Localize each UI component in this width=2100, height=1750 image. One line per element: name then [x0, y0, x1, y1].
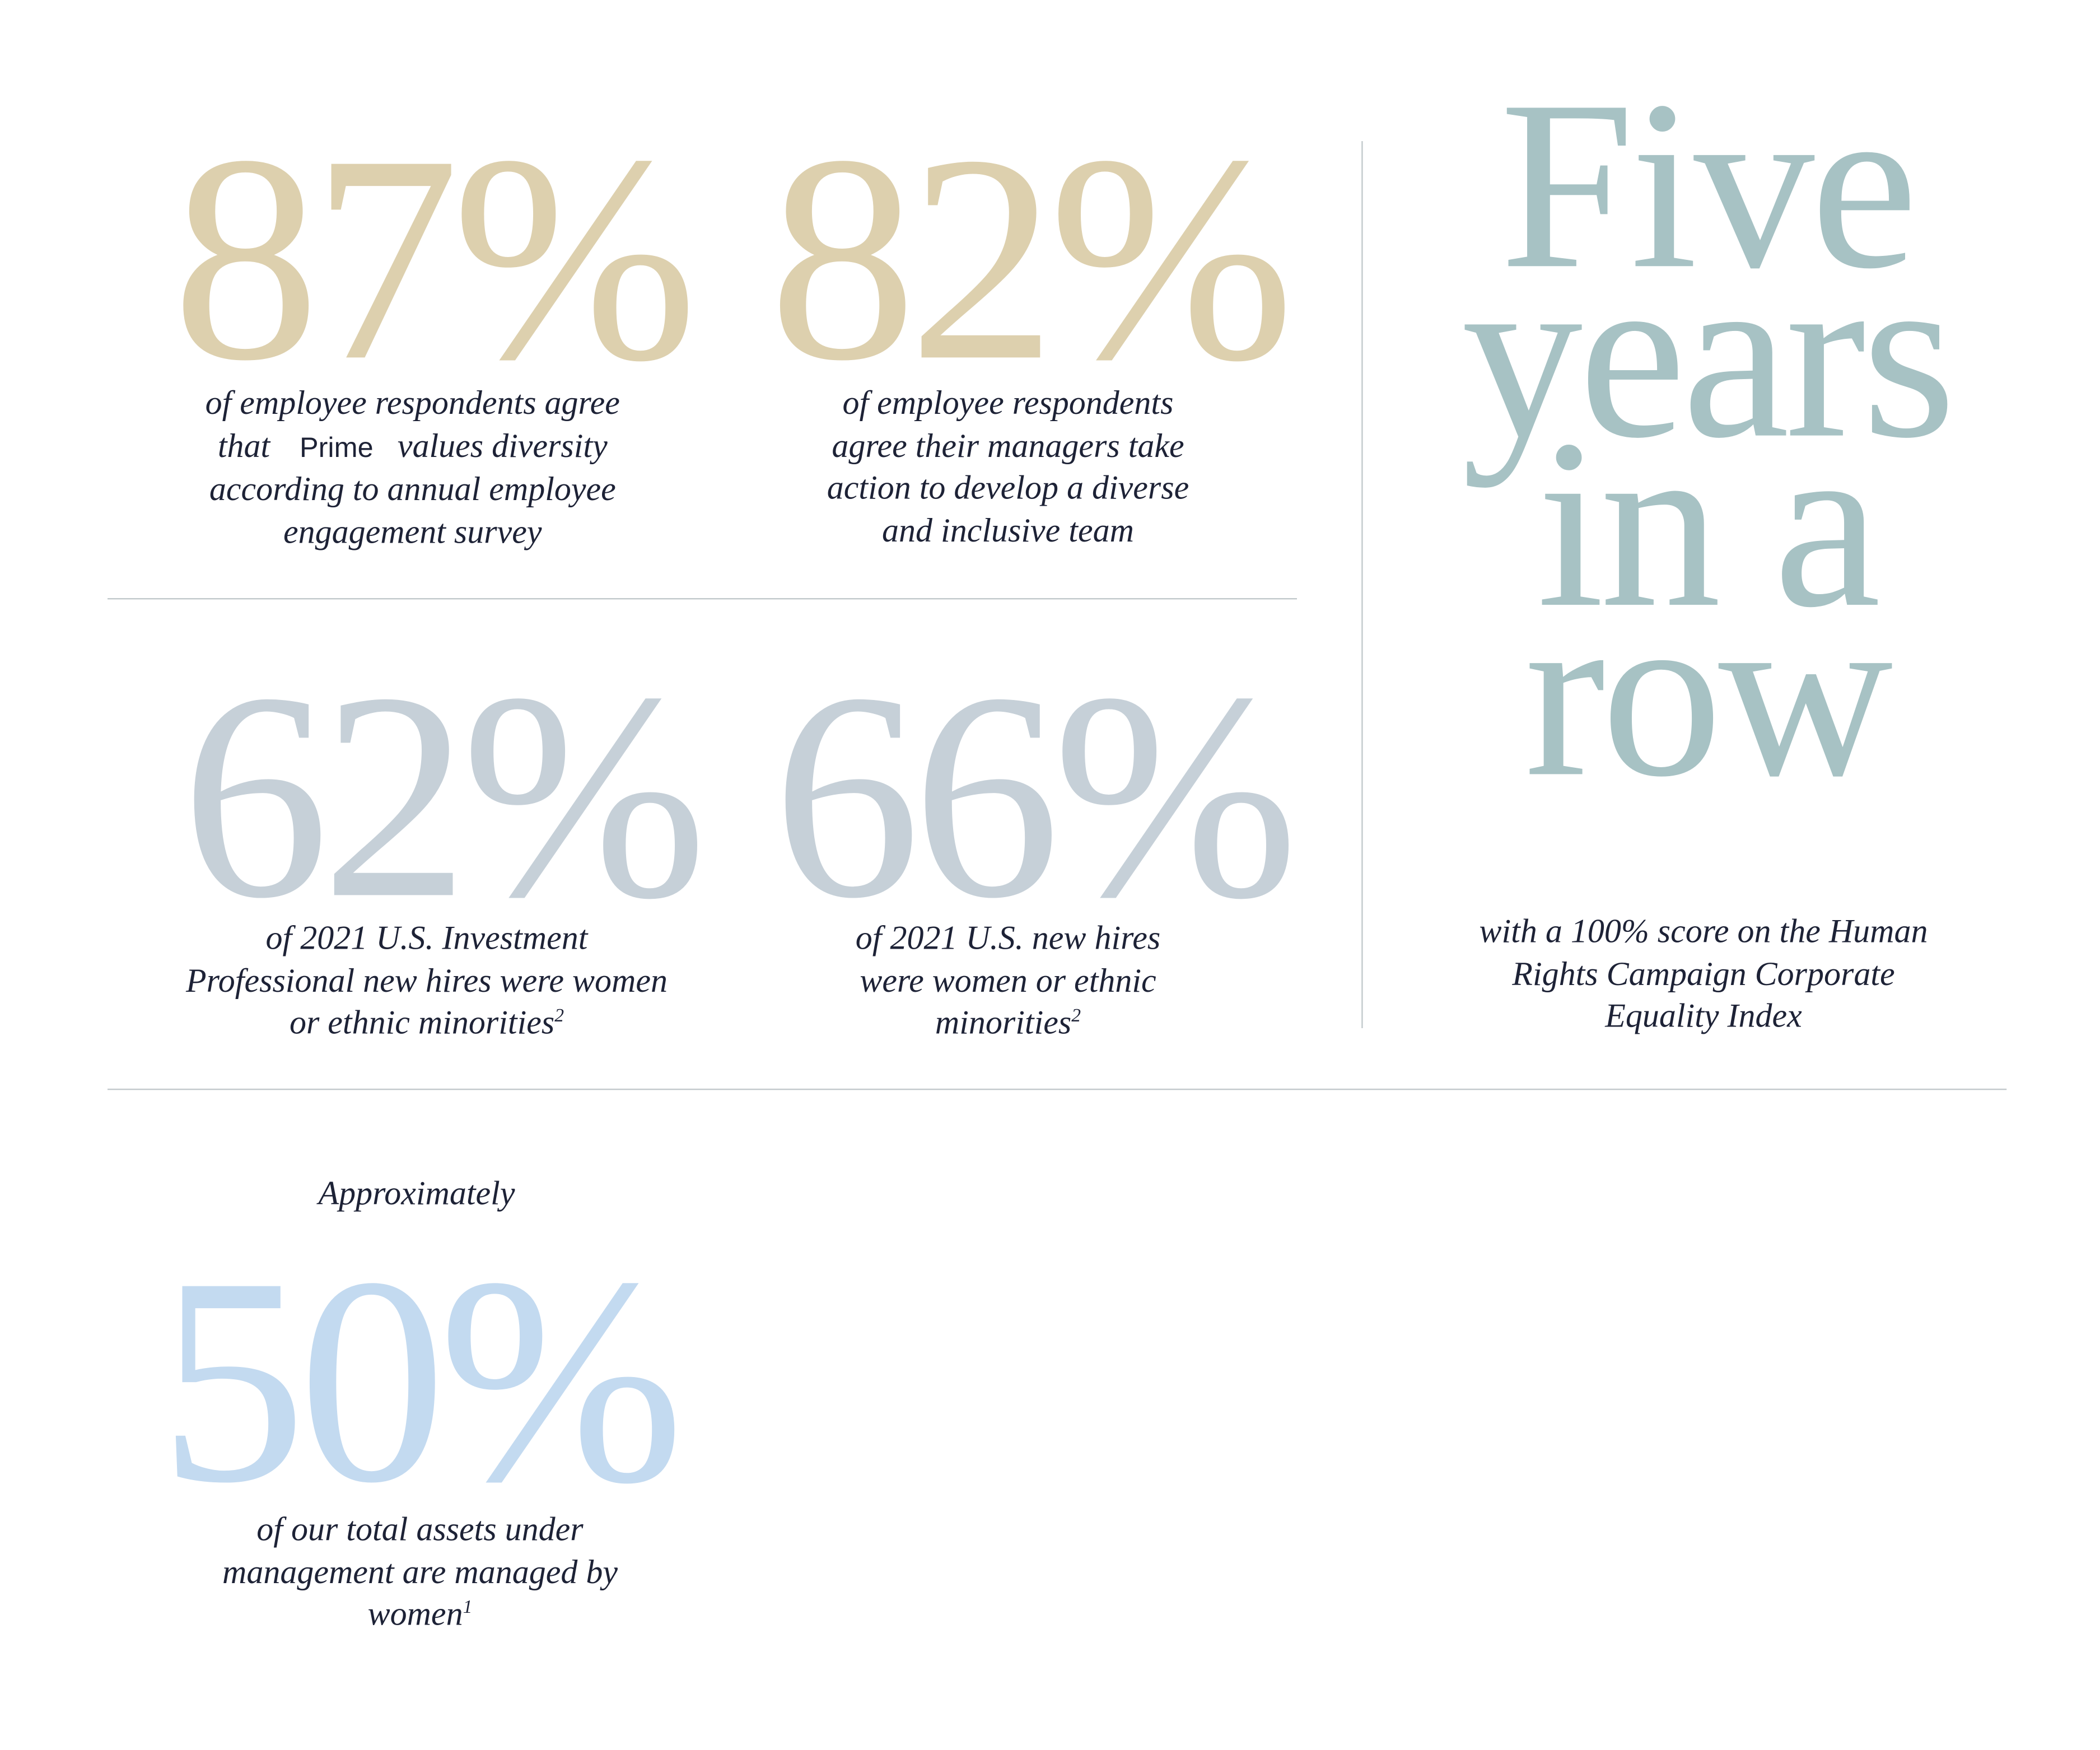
- caption-line: with a 100% score on the Human: [1479, 914, 1928, 950]
- caption-line: management are managed by: [222, 1554, 618, 1591]
- headline-line: row: [1524, 559, 1893, 827]
- caption-line: of employee respondents: [842, 385, 1174, 422]
- caption-line: engagement survey: [283, 514, 542, 550]
- stat-value-50: 50%: [158, 1216, 684, 1544]
- caption-line: of 2021 U.S. Investment: [265, 921, 588, 957]
- stat-caption-82: of employee respondents agree their mana…: [732, 383, 1284, 552]
- caption-line: minorities2: [753, 1002, 1263, 1045]
- stat-value-82: 82%: [768, 94, 1295, 422]
- stat-caption-50: of our total assets under management are…: [148, 1509, 692, 1636]
- divider-bottom: [108, 1089, 2007, 1090]
- caption-line: Rights Campaign Corporate: [1512, 956, 1895, 993]
- footnote-marker: 2: [554, 1006, 564, 1027]
- footnote-marker: 1: [463, 1598, 473, 1618]
- caption-line: of 2021 U.S. new hires: [855, 921, 1161, 957]
- stat-caption-62: of 2021 U.S. Investment Professional new…: [128, 918, 726, 1045]
- stat-caption-hrc: with a 100% score on the Human Rights Ca…: [1411, 911, 1996, 1038]
- caption-line: that Prime values diversity: [124, 426, 702, 469]
- caption-line: according to annual employee: [209, 472, 616, 508]
- stat-prefix-approximately: Approximately: [318, 1176, 515, 1212]
- stat-value-87: 87%: [172, 94, 698, 422]
- divider-top-row: [108, 598, 1297, 600]
- headline-five-years-in-a-row: Five years in a row: [1398, 51, 2016, 827]
- caption-line: Equality Index: [1605, 998, 1802, 1035]
- headline-line: years: [1462, 220, 1956, 488]
- divider-vertical: [1361, 141, 1363, 1029]
- caption-text: values diversity: [397, 428, 608, 465]
- stat-caption-87: of employee respondents agree that Prime v…: [124, 383, 702, 554]
- brand-name: Prime: [300, 432, 374, 463]
- footnote-marker: 2: [1071, 1006, 1081, 1027]
- caption-line: of employee respondents agree: [205, 385, 620, 422]
- headline-line: in a: [1537, 390, 1881, 657]
- headline-line: Five: [1500, 51, 1917, 319]
- caption-line: or ethnic minorities2: [128, 1002, 726, 1045]
- stat-caption-66: of 2021 U.S. new hires were women or eth…: [753, 918, 1263, 1045]
- caption-text: minorities: [935, 1005, 1072, 1042]
- caption-text: or ethnic minorities: [289, 1005, 555, 1042]
- caption-line: agree their managers take: [832, 428, 1184, 465]
- caption-line: action to develop a diverse: [827, 470, 1189, 507]
- caption-line: women1: [148, 1594, 692, 1636]
- caption-line: of our total assets under: [256, 1512, 584, 1548]
- stat-value-62: 62%: [181, 632, 707, 960]
- stat-value-66: 66%: [773, 632, 1299, 960]
- caption-line: were women or ethnic: [860, 963, 1156, 1000]
- caption-text: women: [367, 1597, 463, 1633]
- caption-line: Professional new hires were women: [186, 963, 668, 1000]
- caption-line: and inclusive team: [882, 512, 1134, 549]
- caption-text: that: [217, 428, 270, 465]
